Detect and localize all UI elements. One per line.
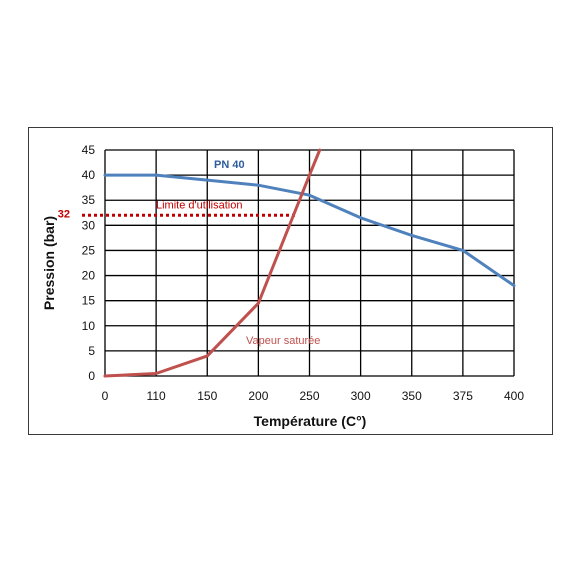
y-axis-title: Pression (bar)	[41, 216, 57, 310]
x-tick-label: 250	[299, 389, 319, 403]
y-tick-label: 15	[82, 294, 96, 308]
x-tick-label: 110	[147, 389, 166, 403]
y-tick-label: 40	[82, 168, 96, 182]
y-tick-label: 20	[82, 269, 96, 283]
x-tick-label: 350	[402, 389, 422, 403]
data-point	[257, 301, 260, 305]
series-line-vapeur-saturee	[103, 148, 322, 378]
reference-value-label: 32	[58, 208, 70, 220]
data-point	[461, 249, 465, 252]
x-tick-label: 300	[351, 389, 371, 403]
y-tick-label: 35	[82, 193, 96, 207]
y-tick-label: 0	[88, 369, 95, 383]
x-tick-label: 200	[248, 389, 268, 403]
y-tick-label: 10	[82, 319, 96, 333]
x-tick-label: 150	[197, 389, 217, 403]
data-point	[103, 374, 107, 378]
tick-labels: 0 5 10 15 20 25 30 35 40 45 0 110 150 200 250 300 350 375…	[82, 143, 525, 403]
reference-line-label: Limite d'utilisation	[156, 199, 242, 211]
data-point	[308, 173, 311, 177]
x-tick-label: 375	[453, 389, 473, 403]
data-point	[410, 234, 413, 237]
data-point	[103, 173, 107, 177]
grid	[104, 149, 515, 377]
annotations: 32 Limite d'utilisation PN 40 Vapeur saturé…	[58, 159, 321, 347]
x-axis-title: Température (C°)	[254, 413, 367, 429]
data-point	[308, 194, 311, 197]
series-label-vapeur-saturee: Vapeur saturée	[246, 335, 320, 347]
y-tick-label: 5	[88, 344, 95, 358]
data-point	[512, 284, 516, 287]
series-group	[103, 148, 516, 378]
x-tick-label: 400	[504, 389, 524, 403]
data-point	[359, 216, 362, 219]
data-point	[206, 178, 209, 182]
data-point	[154, 173, 158, 177]
y-tick-label: 25	[82, 243, 96, 257]
data-point	[257, 183, 260, 187]
y-tick-label: 45	[82, 143, 96, 157]
y-tick-label: 30	[82, 218, 96, 232]
data-point	[318, 148, 321, 152]
data-point	[154, 372, 158, 375]
data-point	[206, 354, 209, 358]
series-label-pn40: PN 40	[214, 159, 245, 171]
x-tick-label: 0	[102, 389, 109, 403]
chart-frame	[28, 127, 553, 435]
